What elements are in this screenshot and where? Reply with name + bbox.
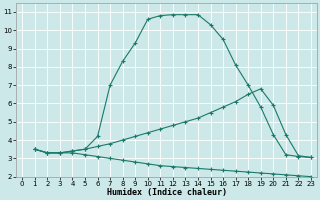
X-axis label: Humidex (Indice chaleur): Humidex (Indice chaleur) xyxy=(107,188,227,197)
